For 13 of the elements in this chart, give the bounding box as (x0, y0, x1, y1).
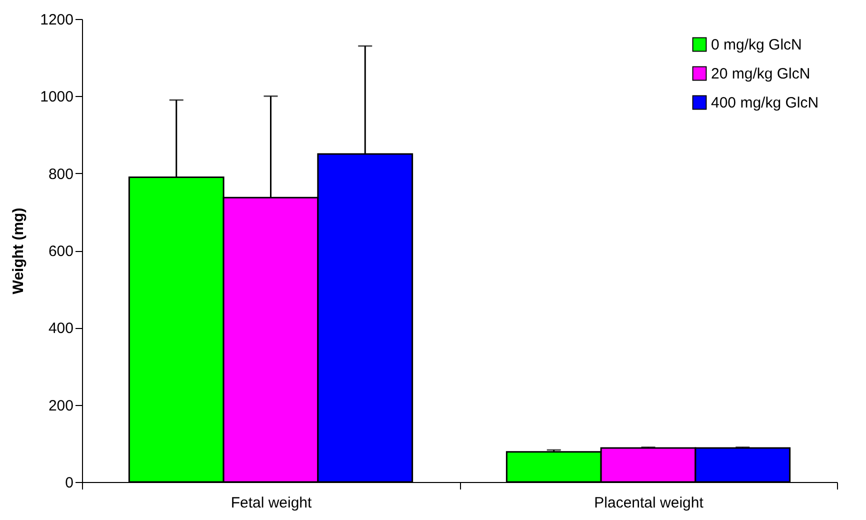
y-tick-label: 0 (65, 474, 74, 492)
y-tick-label: 1000 (40, 88, 74, 106)
x-tick-label: Placental weight (594, 494, 704, 512)
legend-label: 400 mg/kg GlcN (711, 94, 819, 112)
y-tick-label: 200 (48, 397, 74, 414)
y-tick-label: 400 (48, 320, 74, 338)
x-tick-label: Fetal weight (230, 494, 313, 512)
y-axis-title: Weight (mg) (10, 208, 28, 294)
y-tick-label: 800 (48, 166, 74, 183)
y-tick-label: 600 (48, 243, 74, 260)
y-tick-label: 1200 (40, 12, 74, 28)
legend-label: 0 mg/kg GlcN (711, 36, 802, 54)
legend-label: 20 mg/kg GlcN (711, 66, 810, 82)
